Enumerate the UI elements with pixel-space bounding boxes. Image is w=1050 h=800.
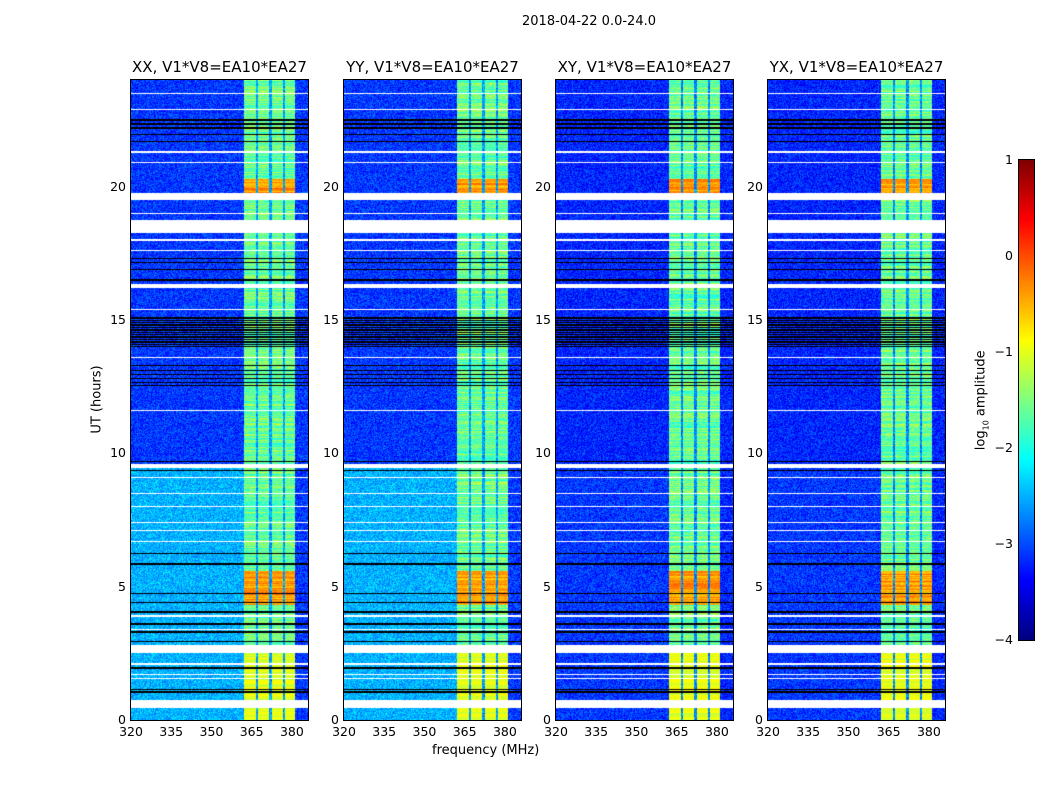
x-tick-label: 350 bbox=[412, 724, 437, 739]
colorbar-label: log10 amplitude bbox=[973, 350, 991, 451]
colorbar-tick-label: −1 bbox=[994, 344, 1013, 359]
y-tick-label: 10 bbox=[323, 445, 339, 461]
y-tick-label: 20 bbox=[110, 178, 126, 194]
x-tick-label: 320 bbox=[756, 724, 780, 739]
colorbar-tick-label: −2 bbox=[994, 440, 1013, 455]
x-tick-label: 320 bbox=[119, 724, 143, 739]
y-tick-label: 15 bbox=[323, 312, 339, 327]
figure-title: 2018-04-22 0.0-24.0 bbox=[522, 14, 656, 29]
heatmap-image bbox=[556, 80, 733, 720]
heatmap-panel bbox=[130, 79, 309, 721]
y-tick-label: 15 bbox=[747, 312, 763, 327]
y-tick-label: 0 bbox=[118, 712, 126, 727]
colorbar bbox=[1018, 159, 1035, 641]
heatmap-panel bbox=[343, 79, 522, 721]
x-tick-label: 335 bbox=[372, 724, 397, 739]
heatmap-image bbox=[344, 80, 521, 720]
x-tick-label: 350 bbox=[199, 724, 224, 739]
y-tick-label: 0 bbox=[543, 712, 551, 727]
colorbar-tick-label: 0 bbox=[1005, 248, 1013, 263]
y-tick-label: 20 bbox=[535, 178, 551, 194]
x-tick-label: 320 bbox=[332, 724, 356, 739]
x-tick-label: 350 bbox=[836, 724, 861, 739]
y-tick-label: 10 bbox=[535, 445, 551, 461]
colorbar-tick-label: −3 bbox=[994, 536, 1013, 551]
y-tick-label: 0 bbox=[331, 712, 339, 727]
heatmap-panel bbox=[767, 79, 946, 721]
y-tick-label: 5 bbox=[331, 578, 339, 594]
y-tick-label: 5 bbox=[755, 578, 763, 594]
panel-title: XX, V1*V8=EA10*EA27 bbox=[132, 58, 307, 76]
x-tick-label: 365 bbox=[239, 724, 264, 739]
x-tick-label: 365 bbox=[876, 724, 901, 739]
y-tick-label: 20 bbox=[323, 178, 339, 194]
colorbar-tick-label: 1 bbox=[1005, 152, 1013, 167]
x-tick-label: 365 bbox=[452, 724, 477, 739]
y-tick-label: 10 bbox=[110, 445, 126, 461]
y-tick-label: 0 bbox=[755, 712, 763, 727]
x-tick-label: 380 bbox=[492, 724, 517, 739]
x-tick-label: 365 bbox=[664, 724, 689, 739]
x-tick-label: 350 bbox=[624, 724, 649, 739]
y-tick-label: 5 bbox=[118, 578, 126, 594]
x-tick-label: 335 bbox=[584, 724, 609, 739]
heatmap-panel bbox=[555, 79, 734, 721]
x-tick-label: 380 bbox=[916, 724, 941, 739]
panel-title: YY, V1*V8=EA10*EA27 bbox=[346, 58, 519, 76]
heatmap-image bbox=[768, 80, 945, 720]
heatmap-image bbox=[131, 80, 308, 720]
panel-title: YX, V1*V8=EA10*EA27 bbox=[769, 58, 944, 76]
x-axis-label: frequency (MHz) bbox=[432, 743, 540, 758]
x-tick-label: 380 bbox=[279, 724, 304, 739]
y-tick-label: 15 bbox=[110, 312, 126, 327]
x-tick-label: 380 bbox=[704, 724, 729, 739]
panel-title: XY, V1*V8=EA10*EA27 bbox=[557, 58, 732, 76]
y-tick-label: 15 bbox=[535, 312, 551, 327]
x-tick-label: 335 bbox=[159, 724, 184, 739]
y-tick-label: 10 bbox=[747, 445, 763, 461]
colorbar-tick-label: −4 bbox=[994, 632, 1013, 647]
y-tick-label: 5 bbox=[543, 578, 551, 594]
y-axis-label: UT (hours) bbox=[89, 365, 105, 434]
x-tick-label: 320 bbox=[544, 724, 568, 739]
x-tick-label: 335 bbox=[796, 724, 821, 739]
y-tick-label: 20 bbox=[747, 178, 763, 194]
